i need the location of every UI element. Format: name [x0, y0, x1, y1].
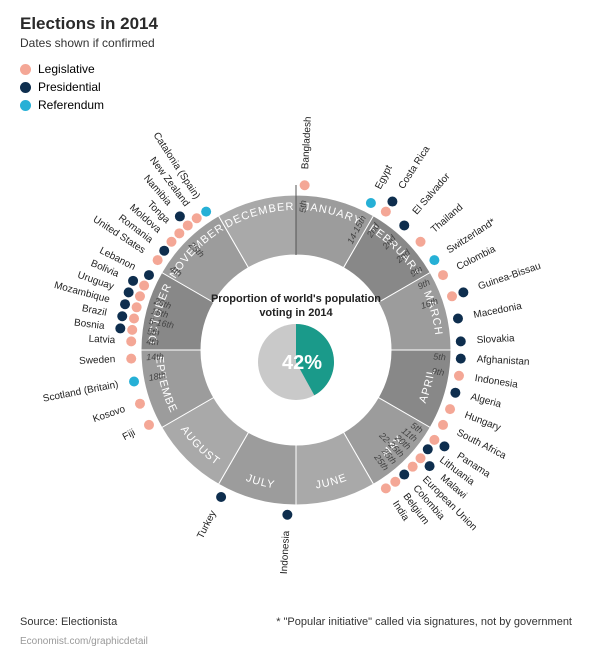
election-dot: [454, 371, 464, 381]
chart-title: Elections in 2014: [20, 14, 158, 34]
election-dot: [366, 198, 376, 208]
election-dot: [135, 291, 145, 301]
country-label: Guinea-Bissau: [477, 261, 543, 293]
election-dot: [408, 462, 418, 472]
election-dot: [129, 376, 139, 386]
country-label: Thailand: [429, 202, 465, 235]
country-label: Macedonia: [473, 301, 524, 321]
date-label: 4th: [146, 337, 159, 348]
election-dot: [456, 336, 466, 346]
credit-text: Economist.com/graphicdetail: [20, 636, 148, 647]
election-dot: [120, 299, 130, 309]
election-dot: [129, 314, 139, 324]
footnote-text: * "Popular initiative" called via signat…: [276, 616, 572, 628]
country-label: Fiji: [121, 427, 137, 443]
country-label: Scotland (Britain): [42, 379, 119, 404]
election-dot: [117, 311, 127, 321]
country-label: Sweden: [79, 354, 116, 367]
country-label: Algeria: [469, 392, 502, 411]
election-dot: [458, 287, 468, 297]
election-dot: [439, 441, 449, 451]
date-label: 5th: [298, 200, 309, 213]
country-label: Indonesia: [474, 373, 519, 391]
country-label: Kosovo: [92, 404, 128, 425]
election-dot: [381, 207, 391, 217]
election-dot: [126, 354, 136, 364]
country-label: Bangladesh: [300, 116, 314, 169]
date-label: 5th: [147, 326, 161, 337]
election-dot: [216, 492, 226, 502]
election-dot: [390, 477, 400, 487]
election-dot: [416, 453, 426, 463]
election-dot: [399, 470, 409, 480]
election-dot: [429, 435, 439, 445]
election-dot: [159, 246, 169, 256]
date-label: 9th: [431, 366, 445, 378]
election-dot: [429, 255, 439, 265]
country-label: El Salvador: [411, 171, 453, 217]
election-dot: [438, 420, 448, 430]
country-label: Indonesia: [279, 530, 292, 574]
election-dot: [135, 399, 145, 409]
election-dot: [144, 270, 154, 280]
election-dot: [456, 354, 466, 364]
election-dot: [423, 444, 433, 454]
election-dot: [166, 237, 176, 247]
election-dot: [282, 510, 292, 520]
election-dot: [128, 276, 138, 286]
election-dot: [399, 220, 409, 230]
date-label: 5th: [433, 352, 446, 363]
source-text: Source: Electionista: [20, 616, 117, 628]
country-label: Bosnia: [73, 317, 105, 332]
election-dot: [192, 213, 202, 223]
election-dot: [132, 302, 142, 312]
election-dot: [127, 325, 137, 335]
election-dot: [124, 287, 134, 297]
center-label: voting in 2014: [259, 307, 333, 319]
election-dot: [416, 237, 426, 247]
election-dot: [201, 207, 211, 217]
election-dot: [387, 197, 397, 207]
election-dot: [438, 270, 448, 280]
country-label: Turkey: [195, 509, 219, 541]
election-dot: [153, 255, 163, 265]
election-dot: [139, 281, 149, 291]
election-dot: [453, 314, 463, 324]
election-dot: [447, 291, 457, 301]
country-label: Hungary: [463, 410, 502, 434]
election-dot: [450, 388, 460, 398]
country-label: Slovakia: [476, 333, 515, 346]
election-dot: [183, 220, 193, 230]
country-label: Costa Rica: [397, 144, 433, 191]
radial-chart: JANUARYFEBRUARYMARCHAPRILMAYJUNEJULYAUGU…: [0, 70, 592, 610]
election-dot: [126, 336, 136, 346]
date-label: 14th: [146, 351, 164, 362]
center-label: Proportion of world's population: [211, 293, 381, 305]
country-label: Brazil: [81, 303, 108, 319]
election-dot: [174, 228, 184, 238]
election-dot: [144, 420, 154, 430]
election-dot: [175, 211, 185, 221]
election-dot: [115, 323, 125, 333]
country-label: Egypt: [373, 163, 395, 191]
election-dot: [381, 483, 391, 493]
chart-subtitle: Dates shown if confirmed: [20, 36, 155, 50]
country-label: Latvia: [88, 334, 116, 346]
election-dot: [445, 404, 455, 414]
center-pct: 42%: [282, 352, 322, 374]
country-label: Afghanistan: [476, 354, 529, 368]
election-dot: [300, 180, 310, 190]
election-dot: [425, 461, 435, 471]
